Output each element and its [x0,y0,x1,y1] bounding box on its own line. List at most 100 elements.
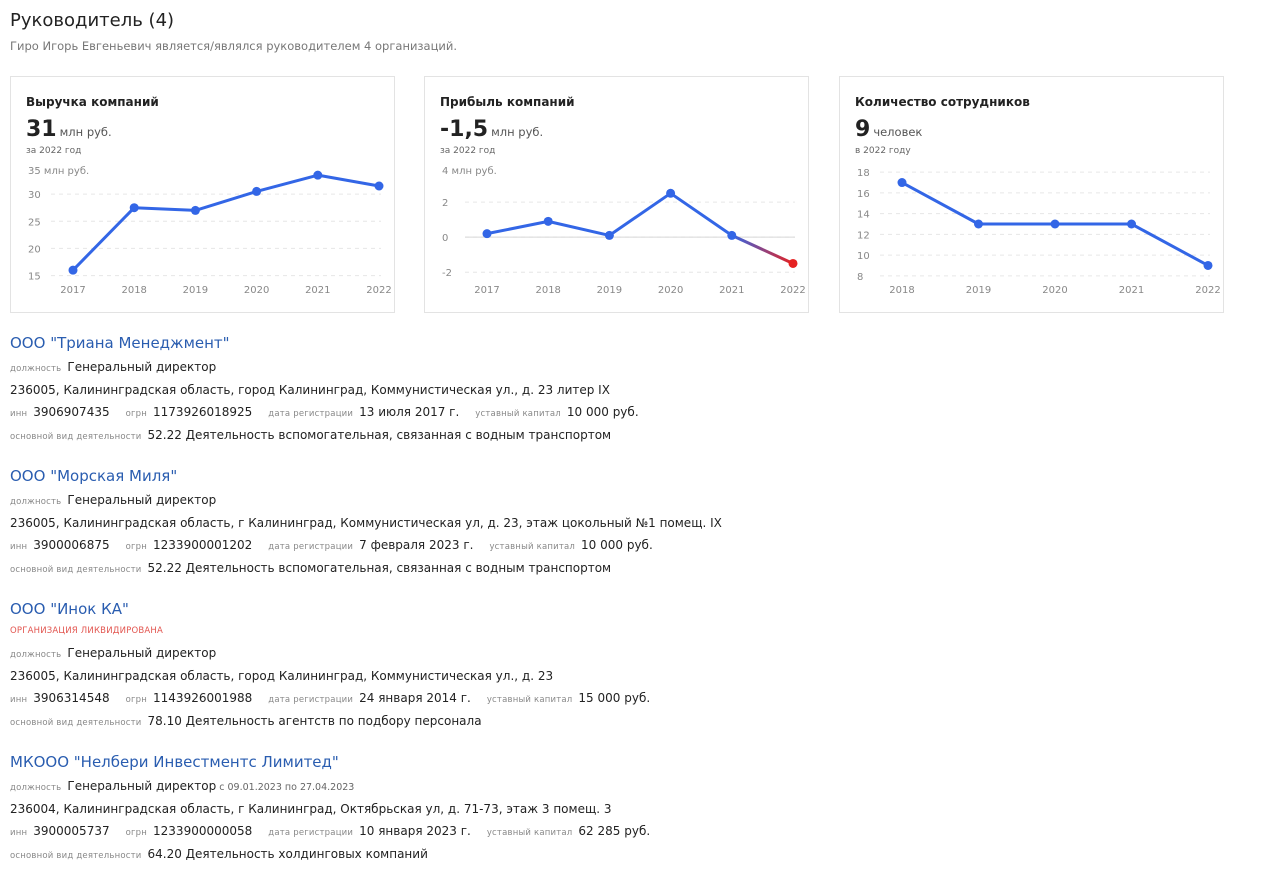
data-point [313,170,323,180]
org-name-link[interactable]: ООО "Инок КА" [10,600,129,618]
card-value: 31 млн руб. [26,117,112,142]
y-tick-label: 15 [28,272,41,283]
org-name-link[interactable]: МКООО "Нелбери Инвестментс Лимитед" [10,753,339,771]
position-row: должность Генеральный директор с 09.01.202… [10,779,355,793]
x-tick-label: 2018 [889,285,914,296]
x-tick-label: 2020 [658,285,683,296]
series-line-segment [485,219,550,236]
x-tick-label: 2022 [780,285,805,296]
x-tick-label: 2022 [1195,285,1220,296]
series-line-segment [71,206,136,272]
activity-row: основной вид деятельности 52.22 Деятельно… [10,560,612,575]
card-title: Прибыль компаний [440,95,575,109]
x-tick-label: 2018 [535,285,560,296]
series-line-segment [546,219,611,237]
x-tick-label: 2017 [474,285,499,296]
data-point [666,188,676,198]
y-tick-label: 14 [857,210,870,221]
data-point [374,181,384,191]
card-title: Количество сотрудников [855,95,1030,109]
series-line-segment [669,191,734,237]
position-row: должность Генеральный директор [10,360,217,374]
employees-chart[interactable]: 8 10 12 14 16 18 2018 2019 2020 2021 2022 [840,77,1225,314]
org-name-link[interactable]: ООО "Морская Миля" [10,467,178,485]
revenue-chart[interactable]: 15 20 25 30 35 млн руб. 2017 2018 2019 2020 2021 2… [11,77,396,314]
y-tick-label: -2 [442,268,452,279]
series-line-segment [1130,222,1210,267]
data-point [897,178,907,188]
org-item: ООО "Инок КА" организация ликвидирована … [10,600,666,732]
x-tick-label: 2021 [305,285,330,296]
series-line-segment [316,173,381,188]
card-title: Выручка компаний [26,95,159,109]
x-tick-label: 2019 [597,285,622,296]
x-tick-label: 2019 [966,285,991,296]
registry-row: инн 3900005737 огрн 1233900000058 дата регис… [10,824,651,838]
y-tick-label: 2 [442,198,448,209]
series-line-segment [900,181,980,226]
y-tick-label: 18 [857,168,870,179]
series-line-segment [730,233,795,265]
series-line-segment [255,173,320,193]
org-item: МКООО "Нелбери Инвестментс Лимитед" долж… [10,753,666,865]
y-tick-label: 20 [28,244,41,255]
series-line-segment [607,191,673,237]
data-point [482,229,492,239]
x-tick-label: 2021 [719,285,744,296]
data-point [68,265,78,275]
page-subtitle: Гиро Игорь Евгеньевич является/являлся р… [10,39,458,53]
page-title: Руководитель (4) [10,10,175,31]
data-point [974,219,983,229]
activity-row: основной вид деятельности 64.20 Деятельно… [10,846,428,861]
address-row: 236005, Калининградская область, г Калин… [10,515,722,530]
registry-row: инн 3906314548 огрн 1143926001988 дата регис… [10,691,651,705]
org-name-link[interactable]: ООО "Триана Менеджмент" [10,334,230,352]
card-value: -1,5 млн руб. [440,117,544,142]
card-value: 9 человек [855,117,923,142]
series-line-segment [193,189,259,212]
data-point [1050,219,1060,229]
address-row: 236004, Калининградская область, г Калин… [10,801,612,816]
profit-chart[interactable]: -2 0 2 4 млн руб. 2017 2018 2019 2020 2021 2022 [425,77,810,314]
x-tick-label: 2018 [121,285,146,296]
x-tick-label: 2021 [1119,285,1144,296]
registry-row: инн 3906907435 огрн 1173926018925 дата регис… [10,405,639,419]
series-line-segment [132,206,197,212]
x-tick-label: 2020 [244,285,269,296]
position-row: должность Генеральный директор [10,646,217,660]
employees-card: Количество сотрудников 9 человек в 2022 г… [839,76,1224,313]
data-point [190,205,200,215]
activity-row: основной вид деятельности 52.22 Деятельно… [10,427,612,442]
data-point [788,258,798,268]
y-tick-label: 10 [857,251,870,262]
data-point [604,230,614,240]
registry-row: инн 3900006875 огрн 1233900001202 дата регис… [10,538,653,552]
x-tick-label: 2019 [183,285,208,296]
y-tick-label: 12 [857,230,870,241]
card-period: за 2022 год [26,146,82,156]
y-tick-label: 0 [442,233,448,244]
position-row: должность Генеральный директор [10,493,217,507]
x-tick-label: 2022 [366,285,391,296]
date-range: с 09.01.2023 по 27.04.2023 [219,782,355,793]
y-tick-label: 30 [28,190,41,201]
data-point [543,216,553,226]
profit-card: Прибыль компаний -1,5 млн руб. за 2022 го… [424,76,809,313]
data-point [1127,219,1136,229]
revenue-card: Выручка компаний 31 млн руб. за 2022 год … [10,76,395,313]
org-item: ООО "Триана Менеджмент" должность Генерал… [10,334,655,446]
x-tick-label: 2020 [1042,285,1067,296]
data-point [1203,260,1213,270]
data-point [129,203,139,213]
card-period: за 2022 год [440,146,496,156]
data-point [727,230,737,240]
card-period: в 2022 году [855,146,911,156]
y-top-label: 35 млн руб. [28,166,89,177]
address-row: 236005, Калининградская область, город К… [10,382,610,397]
data-point [252,186,262,196]
y-tick-label: 25 [28,217,41,228]
activity-row: основной вид деятельности 78.10 Деятельно… [10,713,482,728]
address-row: 236005, Калининградская область, город К… [10,668,554,683]
x-tick-label: 2017 [60,285,85,296]
status-badge: организация ликвидирована [10,626,164,636]
